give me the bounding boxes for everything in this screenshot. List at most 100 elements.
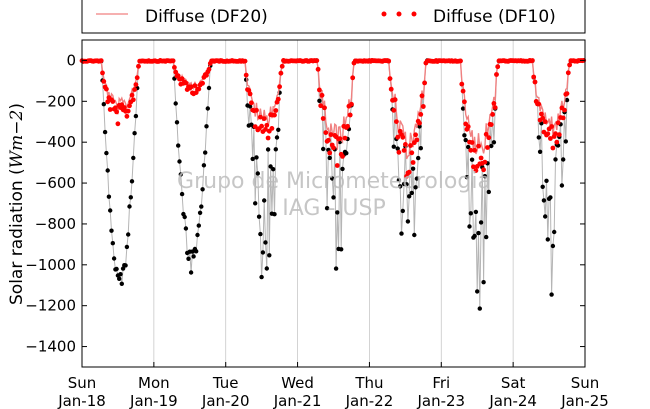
df10-point: [320, 116, 326, 121]
df10-point: [319, 92, 325, 98]
global-point: [412, 232, 417, 238]
global-point: [398, 184, 403, 189]
df10-point: [419, 93, 425, 99]
df10-point: [409, 150, 415, 156]
df10-point: [327, 150, 333, 156]
global-point: [191, 254, 196, 259]
df10-point: [259, 123, 264, 129]
df10-point: [98, 58, 104, 63]
df10-point: [100, 70, 105, 76]
diffuse-df10-points: [79, 58, 587, 179]
df10-point: [458, 58, 463, 64]
df10-point: [418, 112, 424, 117]
global-point: [475, 289, 480, 294]
global-point: [469, 157, 475, 162]
global-point: [413, 185, 418, 190]
x-tick-label-date: Jan-19: [129, 392, 178, 409]
x-tick-label-date: Jan-25: [560, 392, 609, 409]
df10-point: [548, 136, 553, 141]
df10-point: [170, 58, 176, 64]
df10-point: [459, 81, 465, 87]
global-point: [484, 234, 489, 240]
x-tick-label-date: Jan-23: [416, 392, 465, 409]
global-point: [131, 155, 136, 161]
global-point: [109, 228, 114, 233]
global-point: [206, 85, 212, 91]
global-point: [204, 124, 209, 129]
df10-point: [562, 107, 567, 113]
global-point: [188, 270, 194, 275]
global-point: [263, 240, 268, 245]
global-point: [200, 187, 205, 192]
x-tick-label-day: Tue: [212, 374, 239, 392]
df10-point: [540, 115, 546, 121]
global-point: [564, 97, 570, 103]
global-radiation-points: [99, 58, 574, 311]
df10-point: [275, 96, 281, 102]
df10-point: [183, 80, 189, 86]
df10-point: [555, 120, 561, 126]
df10-point: [473, 168, 479, 174]
df10-point: [476, 143, 481, 149]
global-point: [344, 151, 349, 156]
df10-point: [243, 72, 249, 78]
global-point: [124, 244, 130, 250]
df10-point: [104, 86, 109, 92]
x-tick-label-day: Sat: [501, 374, 526, 392]
global-point: [473, 209, 479, 215]
global-point: [540, 184, 545, 189]
y-tick-label: −400: [35, 133, 76, 151]
global-point: [543, 214, 548, 219]
df10-point: [349, 101, 354, 107]
df10-point: [408, 143, 413, 148]
legend-label-df20: Diffuse (DF20): [145, 7, 268, 27]
df10-point: [420, 104, 426, 109]
df10-point: [247, 91, 253, 97]
df10-point: [337, 136, 343, 142]
global-point: [399, 231, 404, 236]
df10-point: [264, 122, 270, 128]
df10-point: [314, 58, 320, 63]
global-point: [464, 175, 470, 180]
global-point: [272, 212, 277, 217]
df10-point: [323, 130, 329, 136]
df10-point: [129, 92, 135, 98]
df10-point: [179, 76, 185, 82]
df10-point: [133, 82, 139, 87]
global-point: [405, 219, 411, 224]
global-point: [550, 243, 556, 249]
df10-point: [483, 131, 489, 137]
df10-point: [410, 160, 416, 165]
df10-point: [545, 131, 551, 137]
global-point: [259, 274, 264, 280]
df10-point: [549, 124, 554, 129]
global-point: [111, 256, 117, 261]
global-point: [467, 224, 472, 229]
global-point: [549, 292, 554, 297]
df10-point: [530, 58, 535, 63]
global-point: [340, 166, 345, 172]
global-point: [476, 230, 481, 236]
global-point: [123, 263, 128, 268]
global-point: [536, 135, 541, 140]
df10-point: [532, 79, 538, 85]
df10-point: [130, 97, 136, 103]
global-point: [127, 204, 132, 209]
df10-point: [272, 112, 277, 118]
df10-point: [422, 80, 427, 86]
global-point: [195, 232, 200, 238]
df10-point: [400, 134, 406, 140]
df10-point: [249, 100, 254, 106]
global-point: [330, 176, 335, 181]
legend-box: [81, 0, 586, 34]
legend-swatch-df10: [381, 11, 417, 17]
df10-point: [488, 122, 494, 127]
df10-point: [328, 132, 334, 138]
global-point: [460, 106, 466, 111]
global-point: [262, 198, 267, 203]
df10-point: [392, 97, 398, 103]
global-point: [553, 157, 558, 162]
global-point: [407, 194, 412, 199]
x-tick-label-day: Fri: [432, 374, 450, 392]
global-point: [178, 172, 183, 177]
